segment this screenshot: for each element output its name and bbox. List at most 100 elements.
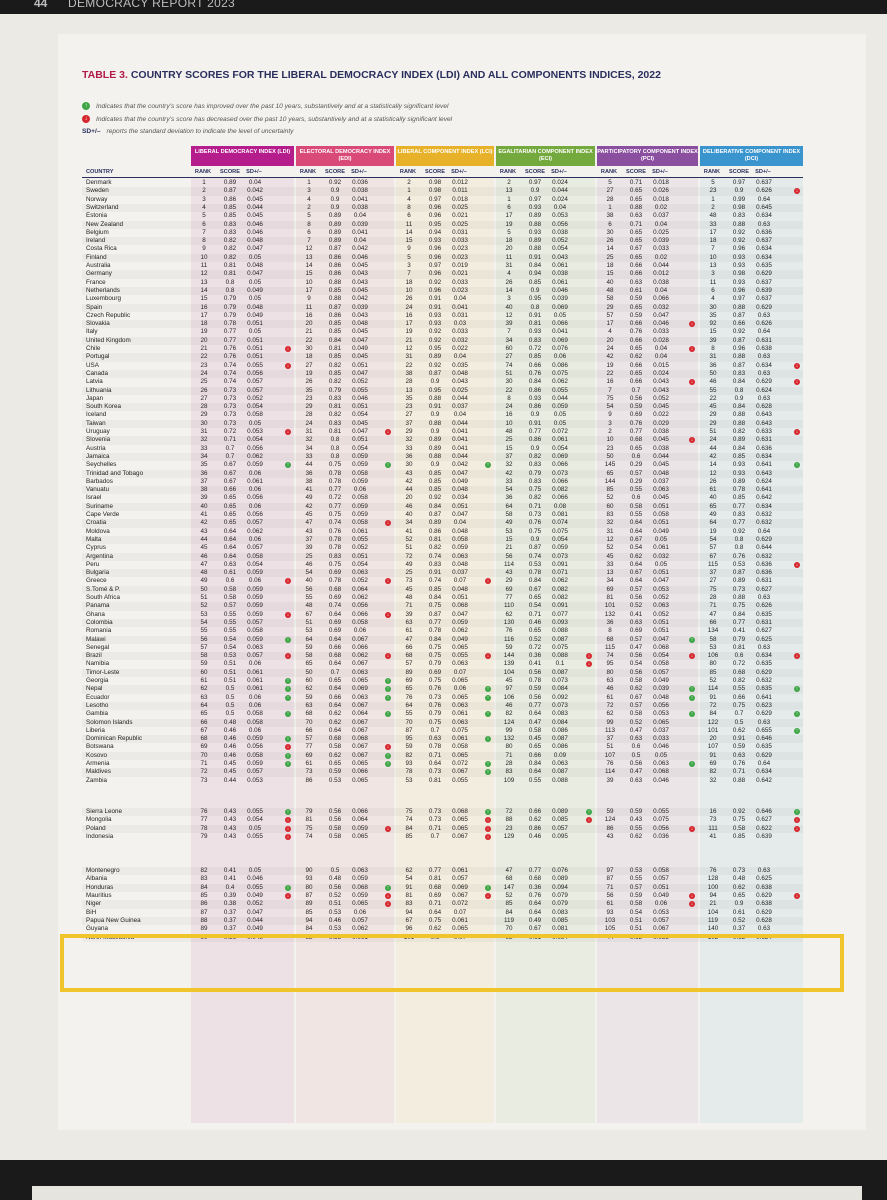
eci-rank: 129 <box>503 832 515 840</box>
edi-score: 0.69 <box>328 627 342 635</box>
edi-rank: 38 <box>305 477 313 485</box>
lci-score: 0.98 <box>428 179 442 186</box>
lci-rank: 30 <box>405 461 413 469</box>
country-name: United Kingdom <box>86 336 131 344</box>
edi-rank: 29 <box>305 403 313 411</box>
ldi-sd: 0.058 <box>247 411 263 419</box>
lci-sd: 0.065 <box>452 925 468 933</box>
edi-score: 0.65 <box>328 760 342 767</box>
ldi-sd: 0.058 <box>247 710 263 718</box>
lci-sd: 0.025 <box>452 220 468 228</box>
eci-score: 0.58 <box>528 726 542 734</box>
country-name: Senegal <box>86 643 110 651</box>
eci-score: 0.64 <box>528 710 542 718</box>
country-name: Honduras <box>86 883 114 891</box>
dci-score: 0.77 <box>732 502 746 510</box>
lci-score: 0.92 <box>428 361 442 369</box>
dci-rank: 44 <box>709 444 717 452</box>
ldi-sd: 0.059 <box>247 602 263 610</box>
table-row: Israel 39 0.65 0.056 49 0.72 0.058 20 0.92 0.034 3… <box>82 494 803 502</box>
edi-rank: 77 <box>305 743 313 751</box>
arrow-down-icon: ↓ <box>385 611 391 618</box>
table-row: Gambia 65 0.5 0.058 ↑ 68 0.62 0.064 ↑ 55 0.79 0.061… <box>82 710 803 718</box>
table-row: Liberia 67 0.46 0.06 66 0.64 0.067 87 0.7 0.075 99… <box>82 727 803 735</box>
lci-rank: 12 <box>405 345 413 352</box>
ldi-score: 0.7 <box>225 444 235 452</box>
dci-score: 0.98 <box>732 270 746 278</box>
arrow-up-icon: ↑ <box>285 636 291 643</box>
pci-score: 0.65 <box>629 237 643 245</box>
lci-score: 0.74 <box>428 577 442 585</box>
pci-rank: 15 <box>606 270 614 278</box>
eci-rank: 114 <box>503 560 515 568</box>
arrow-down-icon: ↓ <box>586 817 592 824</box>
eci-score: 0.86 <box>528 403 542 411</box>
table-label: TABLE 3. <box>82 69 128 81</box>
ldi-sd: 0.055 <box>247 832 263 840</box>
ldi-score: 0.38 <box>223 900 237 908</box>
pci-rank: 52 <box>606 494 614 502</box>
dci-score: 0.87 <box>732 311 746 319</box>
eci-score: 0.89 <box>528 237 542 245</box>
ldi-score: 0.64 <box>223 535 237 543</box>
edi-sd: 0.065 <box>352 832 368 840</box>
dci-rank: 64 <box>709 519 717 527</box>
pci-sd: 0.051 <box>653 627 669 635</box>
edi-rank: 81 <box>305 816 313 824</box>
ldi-rank: 85 <box>200 892 208 899</box>
edi-sd: 0.059 <box>352 452 368 460</box>
lci-sd: 0.058 <box>452 743 468 751</box>
ldi-sd: 0.057 <box>247 618 263 626</box>
edi-rank: 41 <box>305 486 313 494</box>
sub-header-dci-sd: SD+/– <box>755 169 771 175</box>
ldi-rank: 45 <box>200 544 208 552</box>
arrow-down-icon: ↓ <box>485 817 491 824</box>
ldi-sd: 0.058 <box>247 552 263 560</box>
ldi-sd: 0.057 <box>247 768 263 776</box>
lci-rank: 54 <box>405 875 413 883</box>
dci-rank: 11 <box>709 278 717 286</box>
country-name: Spain <box>86 303 103 311</box>
lci-rank: 62 <box>405 867 413 875</box>
pci-rank: 16 <box>606 378 614 386</box>
eci-sd: 0.089 <box>552 875 568 883</box>
lci-rank: 76 <box>405 693 413 701</box>
lci-rank: 91 <box>405 883 413 891</box>
eci-rank: 64 <box>505 502 513 510</box>
pci-rank: 7 <box>608 386 612 394</box>
eci-rank: 69 <box>505 585 513 593</box>
pci-rank: 95 <box>606 660 614 668</box>
ldi-rank: 86 <box>200 900 208 908</box>
lci-rank: 48 <box>405 594 413 601</box>
lci-rank: 36 <box>405 452 413 460</box>
pci-score: 0.57 <box>629 701 643 709</box>
edi-score: 0.78 <box>328 544 342 552</box>
eci-sd: 0.087 <box>552 668 568 676</box>
highlight-box <box>60 934 844 992</box>
arrow-up-icon: ↑ <box>689 761 695 767</box>
edi-rank: 57 <box>305 735 313 743</box>
pci-sd: 0.046 <box>653 776 669 784</box>
edi-score: 0.85 <box>328 369 342 377</box>
dci-rank: 7 <box>711 245 715 253</box>
edi-sd: 0.065 <box>352 760 368 767</box>
dci-score: 0.71 <box>732 768 746 776</box>
edi-rank: 69 <box>305 751 313 759</box>
country-name: Seychelles <box>86 461 117 469</box>
dci-sd: 0.635 <box>756 685 772 693</box>
pci-sd: 0.057 <box>653 875 669 883</box>
lci-rank: 85 <box>405 832 413 840</box>
pci-sd: 0.033 <box>653 328 669 336</box>
lci-score: 0.73 <box>428 693 442 701</box>
sub-header-dci-rank: RANK <box>703 169 721 175</box>
arrow-up-icon: ↑ <box>385 761 391 767</box>
eci-sd: 0.055 <box>552 386 568 394</box>
pci-score: 0.57 <box>629 883 643 891</box>
pci-score: 0.52 <box>629 602 643 610</box>
edi-rank: 9 <box>307 295 311 303</box>
pci-sd: 0.045 <box>653 436 669 444</box>
table-row: Sierra Leone 76 0.43 0.055 ↑ 79 0.56 0.066 75 0.7… <box>82 808 803 816</box>
edi-sd: 0.064 <box>352 816 368 824</box>
eci-score: 0.71 <box>528 610 542 618</box>
sub-header-ldi-rank: RANK <box>194 169 212 175</box>
